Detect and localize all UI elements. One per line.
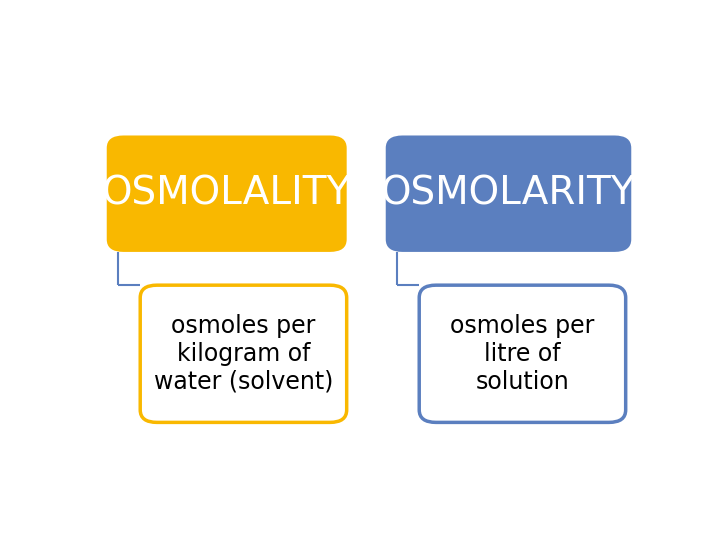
FancyBboxPatch shape <box>140 285 347 422</box>
FancyBboxPatch shape <box>386 136 631 252</box>
Text: osmoles per
kilogram of
water (solvent): osmoles per kilogram of water (solvent) <box>154 314 333 394</box>
Text: OSMOLARITY: OSMOLARITY <box>381 175 636 213</box>
Text: OSMOLALITY: OSMOLALITY <box>102 175 351 213</box>
Text: osmoles per
litre of
solution: osmoles per litre of solution <box>450 314 595 394</box>
FancyBboxPatch shape <box>107 136 347 252</box>
FancyBboxPatch shape <box>419 285 626 422</box>
